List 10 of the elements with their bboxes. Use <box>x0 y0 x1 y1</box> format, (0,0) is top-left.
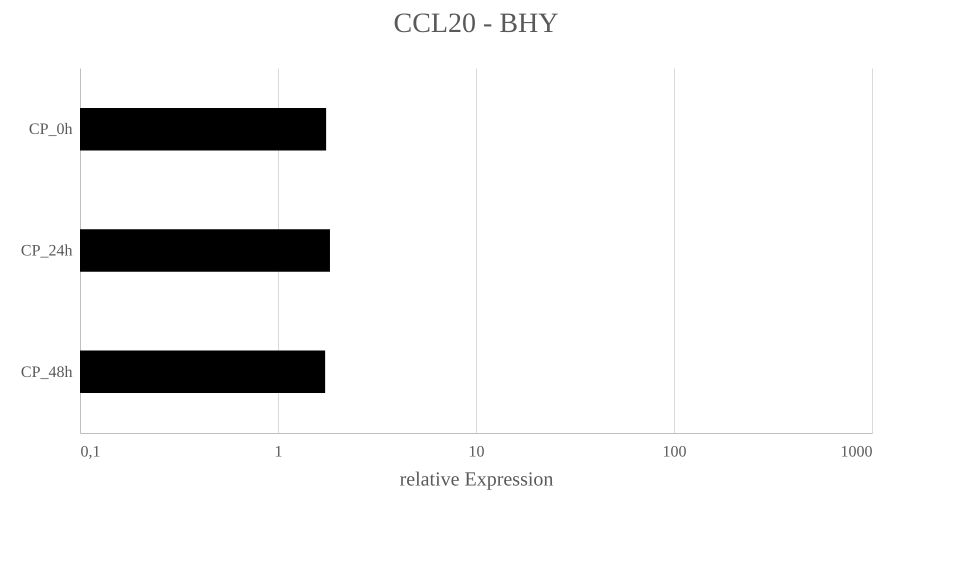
y-tick-label: CP_0h <box>28 121 72 138</box>
x-tick-label: 10 <box>468 444 484 460</box>
x-tick-label: 100 <box>662 444 686 460</box>
x-tick-label: 0,1 <box>80 444 100 460</box>
chart-title: CCL20 - BHY <box>394 8 558 39</box>
y-tick-label: CP_48h <box>20 364 72 381</box>
x-tick-label: 1000 <box>840 444 872 460</box>
x-tick-label: 1 <box>274 444 282 460</box>
x-axis-title: relative Expression <box>400 468 554 490</box>
y-tick-label: CP_24h <box>20 242 72 260</box>
